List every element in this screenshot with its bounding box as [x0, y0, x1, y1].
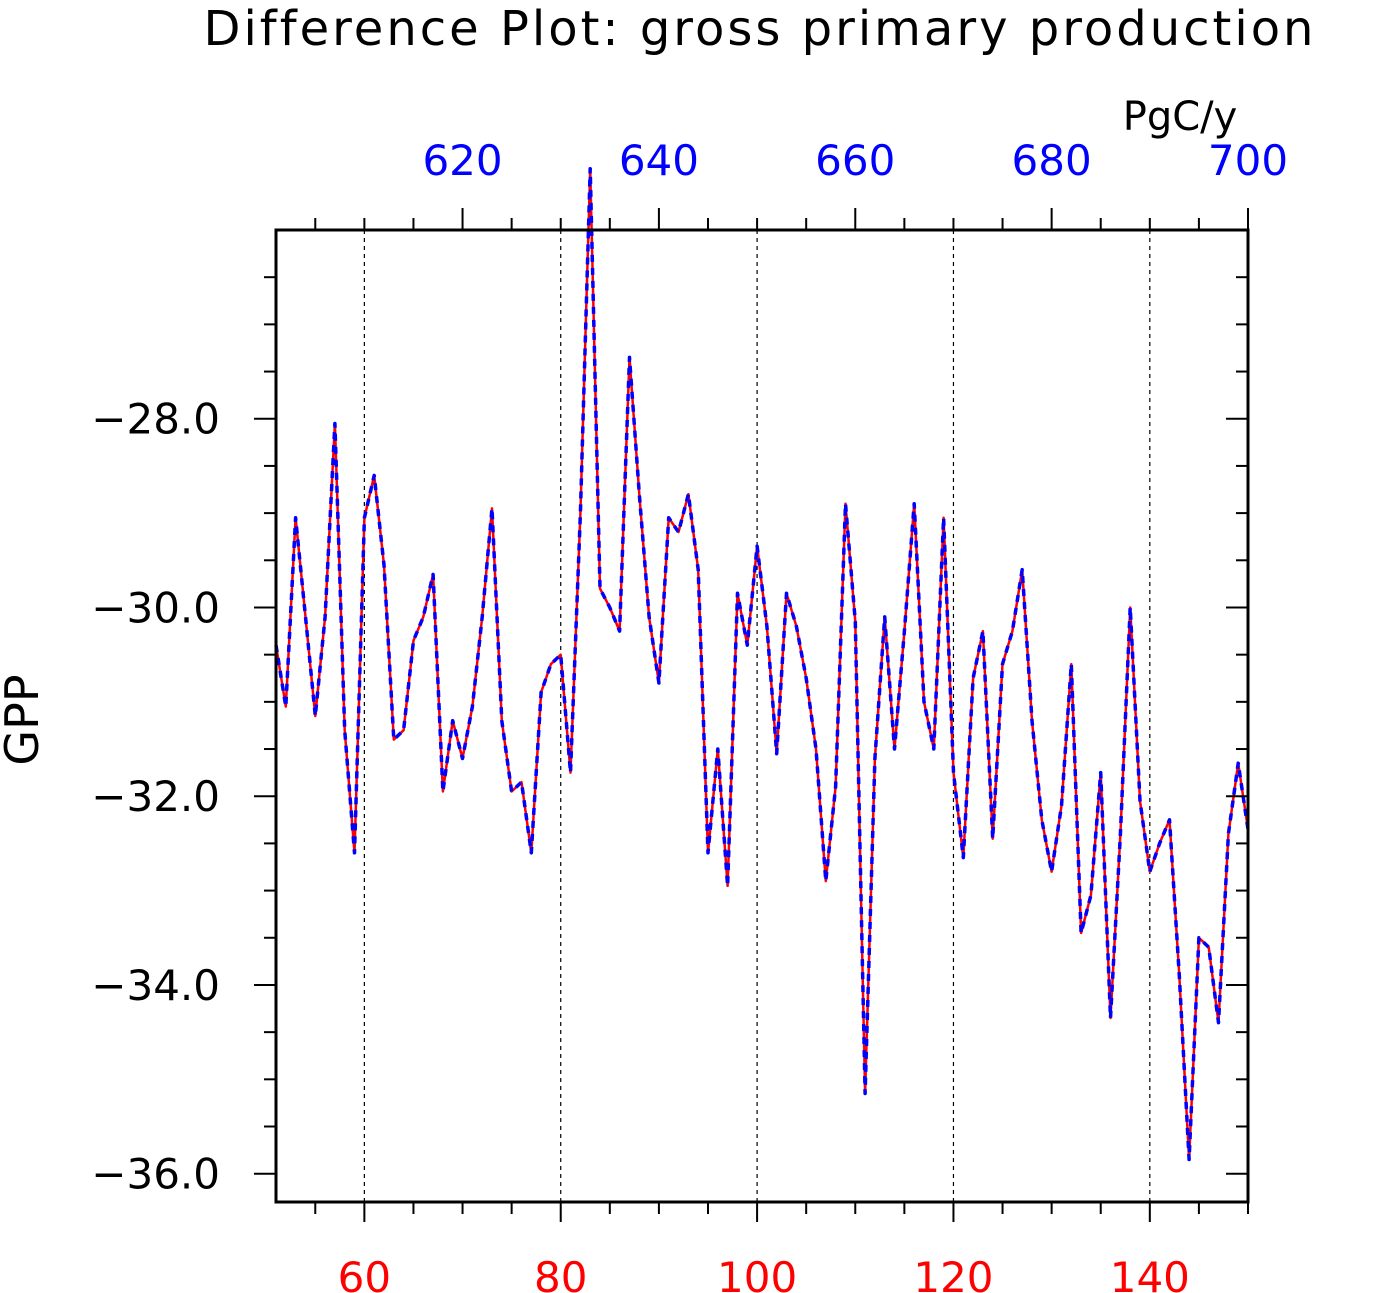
x-top-tick-label: 660	[815, 136, 895, 185]
y-tick-label: −30.0	[91, 583, 220, 632]
y-tick-label: −34.0	[91, 961, 220, 1010]
x-top-tick-label: 700	[1208, 136, 1288, 185]
y-tick-label: −28.0	[91, 395, 220, 444]
y-tick-label: −32.0	[91, 772, 220, 821]
chart-title: Difference Plot: gross primary productio…	[204, 1, 1317, 57]
x-bottom-tick-label: 60	[338, 1253, 391, 1293]
units-label: PgC/y	[1123, 94, 1238, 140]
plot-frame	[274, 228, 1250, 1204]
x-bottom-tick-label: 140	[1110, 1253, 1190, 1293]
x-bottom-tick-label: 80	[534, 1253, 587, 1293]
axes-group: 60 80 100 120 140 620 640 660 680 700 −36.0 −34.0 −3…	[91, 136, 1288, 1293]
y-tick-label: −36.0	[91, 1150, 220, 1199]
y-axis-label: GPP	[0, 674, 49, 765]
x-bottom-tick-label: 100	[717, 1253, 797, 1293]
x-top-tick-label: 680	[1012, 136, 1092, 185]
series-line-1	[274, 167, 1250, 1161]
x-top-tick-label: 620	[422, 136, 502, 185]
series-line-2	[274, 166, 1250, 1162]
x-bottom-tick-label: 120	[913, 1253, 993, 1293]
x-top-tick-label: 640	[619, 136, 699, 185]
vertical-grid	[363, 230, 1151, 1202]
series-group	[274, 166, 1250, 1162]
